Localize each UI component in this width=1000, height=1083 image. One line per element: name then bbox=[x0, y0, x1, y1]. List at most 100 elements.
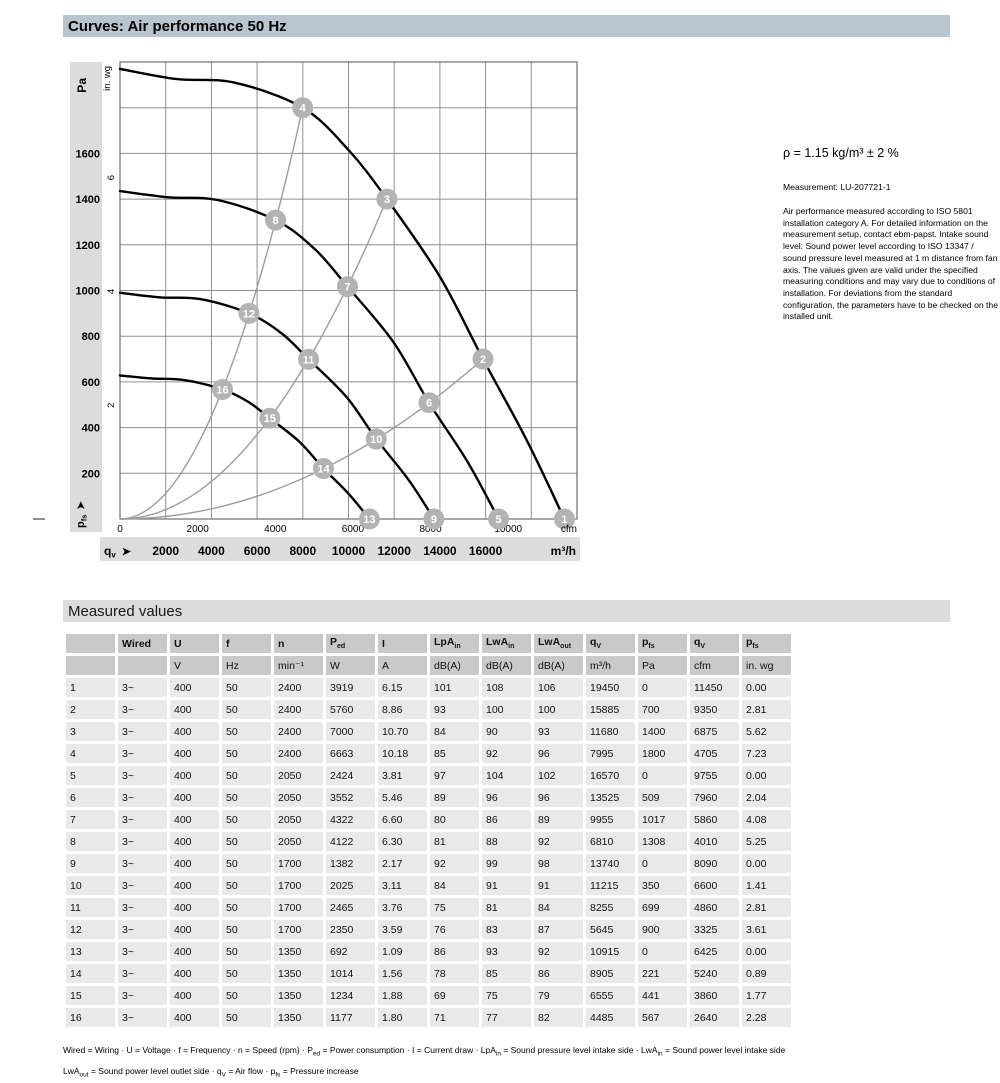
fan-curve-1700rpm bbox=[118, 291, 436, 521]
table-cell: 1700 bbox=[274, 898, 323, 917]
table-cell: 92 bbox=[430, 854, 479, 873]
table-cell: 1700 bbox=[274, 876, 323, 895]
table-cell: 0.00 bbox=[742, 766, 791, 785]
operating-point-marker bbox=[553, 508, 575, 530]
table-cell: 6663 bbox=[326, 744, 375, 763]
table-cell: 96 bbox=[534, 788, 583, 807]
table-cell: 5 bbox=[66, 766, 115, 785]
table-cell: 2640 bbox=[690, 1008, 739, 1027]
m3h-tick-label: 4000 bbox=[198, 544, 225, 558]
operating-point-number: 12 bbox=[243, 308, 255, 320]
table-cell: 50 bbox=[222, 700, 271, 719]
table-cell: 0 bbox=[638, 942, 687, 961]
table-cell: 98 bbox=[534, 854, 583, 873]
table-cell: 11680 bbox=[586, 722, 635, 741]
table-cell: 1 bbox=[66, 678, 115, 697]
table-cell: 1400 bbox=[638, 722, 687, 741]
table-row: 8 3~ 400 50 2050 4122 6.30 81 88 92 6810 1308 4010 5.… bbox=[66, 832, 791, 851]
table-cell: 108 bbox=[482, 678, 531, 697]
column-unit: Pa bbox=[638, 656, 687, 675]
table-cell: 92 bbox=[482, 744, 531, 763]
footnote-line-2: LwAout = Sound power level outlet side ·… bbox=[63, 1065, 359, 1079]
table-cell: 50 bbox=[222, 1008, 271, 1027]
system-line bbox=[119, 107, 304, 520]
table-cell: 400 bbox=[170, 964, 219, 983]
table-cell: 5860 bbox=[690, 810, 739, 829]
table-cell: 9350 bbox=[690, 700, 739, 719]
table-cell: 5.62 bbox=[742, 722, 791, 741]
table-cell: 900 bbox=[638, 920, 687, 939]
table-cell: 2.81 bbox=[742, 700, 791, 719]
table-cell: 86 bbox=[482, 810, 531, 829]
pa-tick-label: 1000 bbox=[76, 286, 100, 298]
operating-point-number: 11 bbox=[303, 354, 315, 366]
table-cell: 2400 bbox=[274, 722, 323, 741]
table-cell: 91 bbox=[482, 876, 531, 895]
table-cell: 50 bbox=[222, 810, 271, 829]
table-cell: 12 bbox=[66, 920, 115, 939]
table-cell: 8090 bbox=[690, 854, 739, 873]
table-cell: 1800 bbox=[638, 744, 687, 763]
column-header: LwAin bbox=[482, 634, 531, 653]
table-cell: 3~ bbox=[118, 766, 167, 785]
column-header: n bbox=[274, 634, 323, 653]
operating-point-marker bbox=[259, 407, 281, 429]
pfs-arrow-icon: ➤ bbox=[76, 501, 87, 510]
table-cell: 2400 bbox=[274, 700, 323, 719]
table-cell: 13525 bbox=[586, 788, 635, 807]
table-cell: 16 bbox=[66, 1008, 115, 1027]
table-row: 15 3~ 400 50 1350 1234 1.88 69 75 79 6555 441 3860 1.… bbox=[66, 986, 791, 1005]
table-cell: 50 bbox=[222, 766, 271, 785]
table-cell: 1.41 bbox=[742, 876, 791, 895]
table-cell: 4485 bbox=[586, 1008, 635, 1027]
operating-point-number: 7 bbox=[344, 282, 350, 294]
table-row: 6 3~ 400 50 2050 3552 5.46 89 96 96 13525 509 7960 2.… bbox=[66, 788, 791, 807]
column-header: I bbox=[378, 634, 427, 653]
pa-tick-label: 200 bbox=[82, 468, 100, 480]
column-unit: V bbox=[170, 656, 219, 675]
operating-point-marker bbox=[418, 392, 440, 414]
plot-border bbox=[119, 61, 578, 520]
inwg-tick-label: 4 bbox=[106, 289, 117, 294]
table-cell: 0.00 bbox=[742, 678, 791, 697]
table-cell: 3~ bbox=[118, 920, 167, 939]
cfm-tick-label: 8000 bbox=[419, 524, 442, 535]
operating-point-number: 1 bbox=[561, 514, 567, 526]
table-cell: 6425 bbox=[690, 942, 739, 961]
table-cell: 50 bbox=[222, 744, 271, 763]
table-cell: 96 bbox=[534, 744, 583, 763]
table-row: 10 3~ 400 50 1700 2025 3.11 84 91 91 11215 350 6600 1… bbox=[66, 876, 791, 895]
table-cell: 7000 bbox=[326, 722, 375, 741]
table-cell: 102 bbox=[534, 766, 583, 785]
operating-point-number: 8 bbox=[273, 215, 279, 227]
table-cell: 3~ bbox=[118, 898, 167, 917]
table-cell: 82 bbox=[534, 1008, 583, 1027]
table-cell: 104 bbox=[482, 766, 531, 785]
table-cell: 13 bbox=[66, 942, 115, 961]
column-unit: dB(A) bbox=[534, 656, 583, 675]
table-cell: 2424 bbox=[326, 766, 375, 785]
table-cell: 3~ bbox=[118, 942, 167, 961]
operating-point-marker bbox=[423, 508, 445, 530]
table-cell: 400 bbox=[170, 876, 219, 895]
table-row: 2 3~ 400 50 2400 5760 8.86 93 100 100 15885 700 9350… bbox=[66, 700, 791, 719]
table-cell: 11215 bbox=[586, 876, 635, 895]
m3h-tick-label: 8000 bbox=[289, 544, 316, 558]
table-cell: 78 bbox=[430, 964, 479, 983]
table-cell: 50 bbox=[222, 964, 271, 983]
table-cell: 4860 bbox=[690, 898, 739, 917]
table-cell: 3~ bbox=[118, 876, 167, 895]
m3h-tick-label: 14000 bbox=[423, 544, 457, 558]
table-cell: 3325 bbox=[690, 920, 739, 939]
table-cell: 1382 bbox=[326, 854, 375, 873]
table-cell: 3~ bbox=[118, 810, 167, 829]
table-cell: 6.60 bbox=[378, 810, 427, 829]
table-cell: 96 bbox=[482, 788, 531, 807]
table-cell: 84 bbox=[430, 722, 479, 741]
table-cell: 76 bbox=[430, 920, 479, 939]
inwg-axis-label: in. wg bbox=[102, 66, 113, 91]
table-cell: 81 bbox=[430, 832, 479, 851]
table-cell: 50 bbox=[222, 788, 271, 807]
table-cell: 91 bbox=[534, 876, 583, 895]
